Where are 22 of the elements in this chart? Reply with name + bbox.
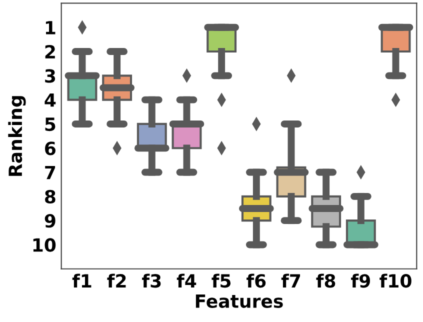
x-tick-label: f8: [316, 274, 336, 288]
y-tick-label: 7: [45, 166, 56, 180]
x-tick-label: f6: [246, 274, 266, 288]
y-tick-label: 4: [44, 94, 56, 107]
y-tick-label: 5: [45, 118, 56, 132]
x-tick-label: f7: [281, 274, 300, 288]
x-tick-label: f3: [142, 274, 161, 288]
y-tick-label: 3: [45, 69, 56, 83]
y-tick-label: 9: [44, 214, 56, 228]
y-tick-label: 1: [46, 21, 56, 34]
y-tick-label: 2: [45, 44, 55, 58]
y-tick-label: 6: [45, 142, 56, 156]
x-tick-label: f10: [380, 274, 412, 288]
y-tick-label: 10: [33, 238, 56, 252]
x-tick-label: f9: [351, 274, 370, 288]
x-axis-title: Features: [196, 294, 283, 308]
x-tick-label: f5: [212, 274, 231, 288]
x-tick-label: f4: [176, 274, 196, 288]
x-tick-label: f1: [72, 274, 92, 288]
y-tick-label: 8: [45, 190, 56, 204]
x-tick-label: f2: [107, 274, 126, 288]
y-axis-title: Ranking: [8, 96, 26, 176]
